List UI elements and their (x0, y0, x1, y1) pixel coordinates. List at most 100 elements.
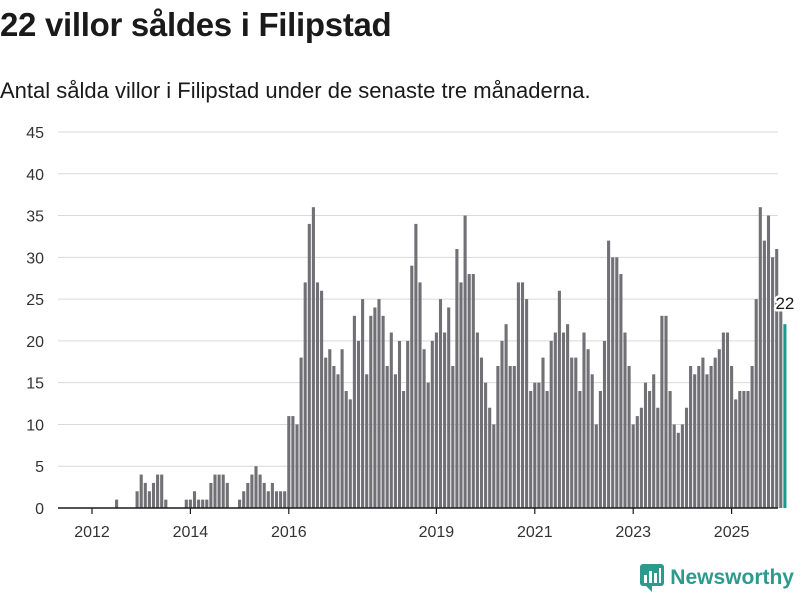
bar (320, 290, 324, 508)
y-tick-label: 5 (35, 459, 44, 476)
bar (410, 265, 414, 508)
bar (402, 391, 406, 508)
bar (463, 215, 467, 508)
bar (492, 424, 496, 508)
bar (250, 474, 254, 508)
bar (672, 424, 676, 508)
bar (611, 257, 615, 508)
bar (377, 299, 381, 508)
bar (303, 282, 307, 508)
bar (619, 274, 623, 508)
bar (496, 365, 500, 508)
bar (221, 474, 225, 508)
bar (500, 340, 504, 508)
bar (488, 407, 492, 508)
bar (164, 499, 168, 508)
bar (438, 299, 443, 508)
bar (779, 307, 783, 508)
bar (332, 365, 336, 508)
bar (529, 391, 533, 508)
bar (590, 374, 594, 508)
bar (668, 391, 672, 508)
x-tick-label: 2016 (271, 524, 307, 541)
y-tick-label: 45 (26, 125, 44, 142)
bar (205, 499, 209, 508)
bar (631, 424, 635, 508)
bar (151, 482, 156, 508)
x-tick-label: 2025 (714, 524, 750, 541)
bar (455, 248, 459, 509)
newsworthy-logo-icon (640, 564, 665, 592)
x-tick-label: 2012 (74, 524, 110, 541)
bar (283, 491, 287, 508)
bar (664, 315, 668, 508)
bar (689, 365, 693, 508)
x-tick-label: 2019 (419, 524, 455, 541)
bar (213, 474, 217, 508)
bar (352, 315, 356, 508)
last-value-halo: 22 (775, 294, 794, 313)
bar (254, 466, 258, 508)
brand-logo: Newsworthy (640, 564, 794, 592)
bar (660, 315, 664, 508)
bar (156, 474, 160, 508)
bar (586, 349, 590, 508)
bar (697, 365, 701, 508)
bar (147, 491, 151, 508)
bar (471, 274, 475, 508)
bar (274, 491, 279, 508)
bar (709, 365, 713, 508)
bar (623, 332, 627, 508)
bar (676, 432, 680, 508)
bar (397, 340, 402, 508)
bar (730, 365, 734, 508)
bar (762, 240, 766, 508)
bar (262, 482, 266, 508)
y-tick-label: 10 (26, 417, 44, 434)
y-tick-label: 15 (26, 376, 44, 393)
bar (336, 374, 340, 508)
bar (537, 382, 541, 508)
bar (356, 340, 361, 508)
bar (197, 499, 201, 508)
bar (192, 491, 197, 508)
last-value-label: 22 (775, 294, 794, 313)
bar (570, 357, 574, 508)
bar (369, 315, 373, 508)
bar (475, 332, 479, 508)
bar (135, 491, 139, 508)
bar (209, 482, 213, 508)
bar (721, 332, 725, 508)
bar (652, 374, 656, 508)
bar (738, 391, 742, 508)
bar (426, 382, 430, 508)
bar (324, 357, 328, 508)
bar (693, 374, 697, 508)
bar (434, 332, 438, 508)
bar (607, 240, 611, 508)
bar (750, 365, 754, 508)
y-tick-label: 0 (35, 501, 44, 518)
bar (246, 482, 250, 508)
bar (299, 357, 303, 508)
bar (725, 332, 730, 508)
bar (242, 491, 246, 508)
bar (766, 215, 771, 508)
bar (713, 357, 717, 508)
bar (479, 357, 484, 508)
bar (656, 407, 660, 508)
chart-subtitle: Antal sålda villor i Filipstad under de … (0, 78, 591, 103)
bar (188, 499, 192, 508)
bar (746, 391, 750, 508)
bar (258, 474, 262, 508)
bar (734, 399, 738, 508)
bar (406, 340, 410, 508)
x-tick-label: 2014 (173, 524, 209, 541)
bar (373, 307, 377, 508)
bar (578, 391, 582, 508)
bar (742, 391, 746, 508)
bar (414, 223, 418, 508)
x-tick-label: 2021 (517, 524, 553, 541)
bar (270, 482, 274, 508)
bar (648, 391, 652, 508)
